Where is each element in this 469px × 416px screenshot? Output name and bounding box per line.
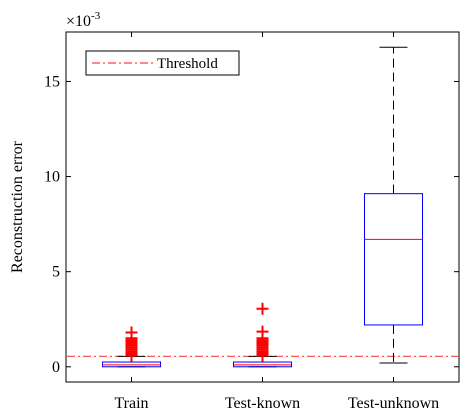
x-tick-label: Test-unknown	[348, 395, 439, 412]
y-axis-ticks: 0 5 10 15	[44, 73, 459, 376]
x-tick-label: Train	[114, 395, 148, 412]
y-tick-label: 15	[44, 73, 60, 90]
box	[364, 193, 423, 326]
y-tick-label: 5	[52, 264, 60, 281]
legend-threshold-label: Threshold	[157, 56, 218, 72]
y-axis-label: Reconstruction error	[9, 140, 26, 273]
box-group-test-known	[233, 302, 292, 368]
outlier-point	[125, 326, 138, 339]
y-exponent-power: -3	[91, 10, 101, 22]
y-tick-label: 0	[52, 359, 60, 376]
chart-marks	[67, 46, 458, 368]
y-exponent-base: ×10	[66, 13, 91, 30]
box-group-train	[102, 326, 161, 368]
legend: Threshold	[85, 50, 240, 76]
outlier-point	[256, 325, 269, 338]
y-tick-label: 10	[44, 169, 60, 186]
box-group-test-unknown	[364, 46, 423, 364]
y-exponent-label: ×10-3	[66, 10, 101, 30]
x-axis-ticks: Train Test-known Test-unknown	[114, 32, 439, 412]
outlier-point	[256, 302, 269, 315]
x-tick-label: Test-known	[225, 395, 300, 412]
